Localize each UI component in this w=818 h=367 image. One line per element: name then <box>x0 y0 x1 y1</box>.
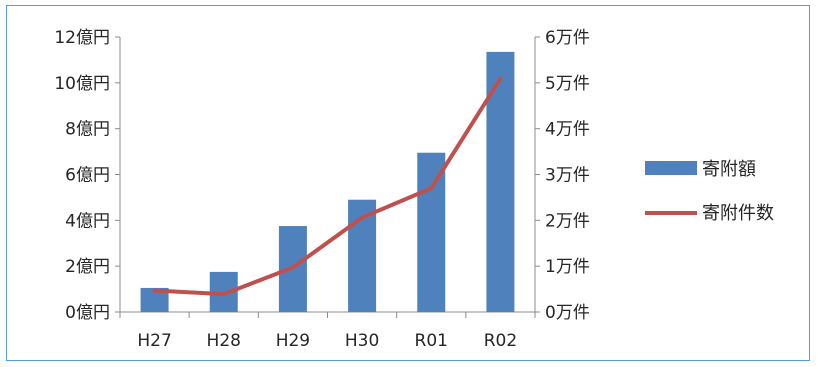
line-point <box>429 186 433 190</box>
right-axis-tick-label: 3万件 <box>545 166 590 186</box>
x-axis-tick-label: H28 <box>207 331 241 351</box>
bar-series <box>140 51 515 312</box>
right-axis-tick-label: 0万件 <box>545 303 590 323</box>
left-axis-tick-label: 10億円 <box>54 74 110 94</box>
right-axis-tick-label: 5万件 <box>545 74 590 94</box>
axes: 0億円 2億円 4億円 6億円 8億円 10億円 12億円 0万件 1万件 2万件 3万件 4万件 5万… <box>54 28 589 351</box>
line-point <box>291 266 295 270</box>
bar <box>417 152 446 312</box>
chart-frame <box>6 5 810 361</box>
legend-label-line: 寄附件数 <box>702 203 774 224</box>
right-axis-tick-label: 6万件 <box>545 28 590 48</box>
right-axis-tick-label: 4万件 <box>545 120 590 140</box>
left-axis-tick-label: 2億円 <box>65 257 110 277</box>
line-point <box>153 288 157 292</box>
x-axis-tick-label: H29 <box>276 331 310 351</box>
line-series <box>152 76 503 297</box>
line-point <box>498 77 502 81</box>
legend-swatch-bar <box>645 161 697 175</box>
right-axis-tick-label: 2万件 <box>545 211 590 231</box>
line-path <box>152 76 503 297</box>
x-axis-tick-label: H27 <box>137 331 171 351</box>
x-axis-tick-label: R01 <box>415 331 448 351</box>
legend-label-bar: 寄附額 <box>702 159 756 180</box>
line-point <box>360 216 364 220</box>
left-axis-tick-label: 8億円 <box>65 120 110 140</box>
x-axis-tick-label: H30 <box>345 331 379 351</box>
line-point <box>222 292 226 296</box>
left-axis-tick-label: 0億円 <box>65 303 110 323</box>
x-axis-tick-label: R02 <box>484 331 517 351</box>
left-axis-tick-label: 12億円 <box>54 28 110 48</box>
right-axis-tick-label: 1万件 <box>545 257 590 277</box>
left-axis-tick-label: 4億円 <box>65 211 110 231</box>
left-axis-tick-label: 6億円 <box>65 166 110 186</box>
